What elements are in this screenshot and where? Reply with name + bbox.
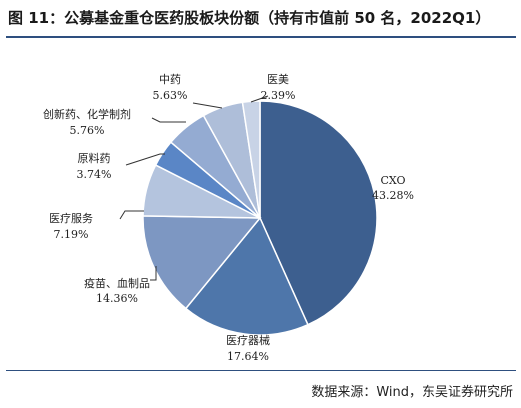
slice-name-label: 医疗服务 (49, 211, 93, 225)
pie-labels: CXO 43.28% 医疗器械 17.64% 疫苗、血制品 14.36% 医疗服务 7.19%… (43, 73, 414, 363)
leader-line (150, 266, 157, 281)
leader-line (125, 153, 165, 166)
leader-line (192, 102, 223, 109)
slice-value-label: 2.39% (261, 89, 296, 102)
slice-name-label: 医美 (267, 73, 289, 86)
leader-line (119, 210, 144, 220)
pie-slices (142, 100, 378, 336)
title-divider (6, 36, 516, 38)
pie-slice (259, 100, 378, 326)
slice-value-label: 3.74% (77, 168, 112, 181)
slice-name-label: 疫苗、血制品 (84, 276, 150, 290)
slice-value-label: 5.63% (153, 89, 188, 102)
pie-slice (184, 216, 309, 336)
footer-divider (6, 370, 516, 371)
slice-value-label: 43.28% (372, 189, 414, 202)
slice-name-label: CXO (380, 174, 405, 187)
pie-slice (142, 215, 262, 310)
pie-slice (241, 100, 261, 219)
slice-name-label: 医疗器械 (226, 333, 270, 347)
slice-value-label: 17.64% (227, 350, 269, 363)
data-source-note: 数据来源：Wind，东吴证券研究所 (311, 385, 513, 400)
leader-line (151, 117, 186, 123)
slice-value-label: 14.36% (96, 292, 138, 305)
label-leader-lines (119, 95, 269, 281)
slice-name-label: 原料药 (78, 151, 111, 165)
chart-title: 图 11：公募基金重仓医药股板块份额（持有市值前 50 名，2022Q1） (8, 9, 491, 27)
slice-name-label: 中药 (159, 73, 181, 86)
slice-name-label: 创新药、化学制剂 (43, 107, 131, 121)
slice-value-label: 5.76% (70, 124, 105, 137)
leader-line (250, 95, 269, 103)
slice-value-label: 7.19% (54, 228, 89, 241)
